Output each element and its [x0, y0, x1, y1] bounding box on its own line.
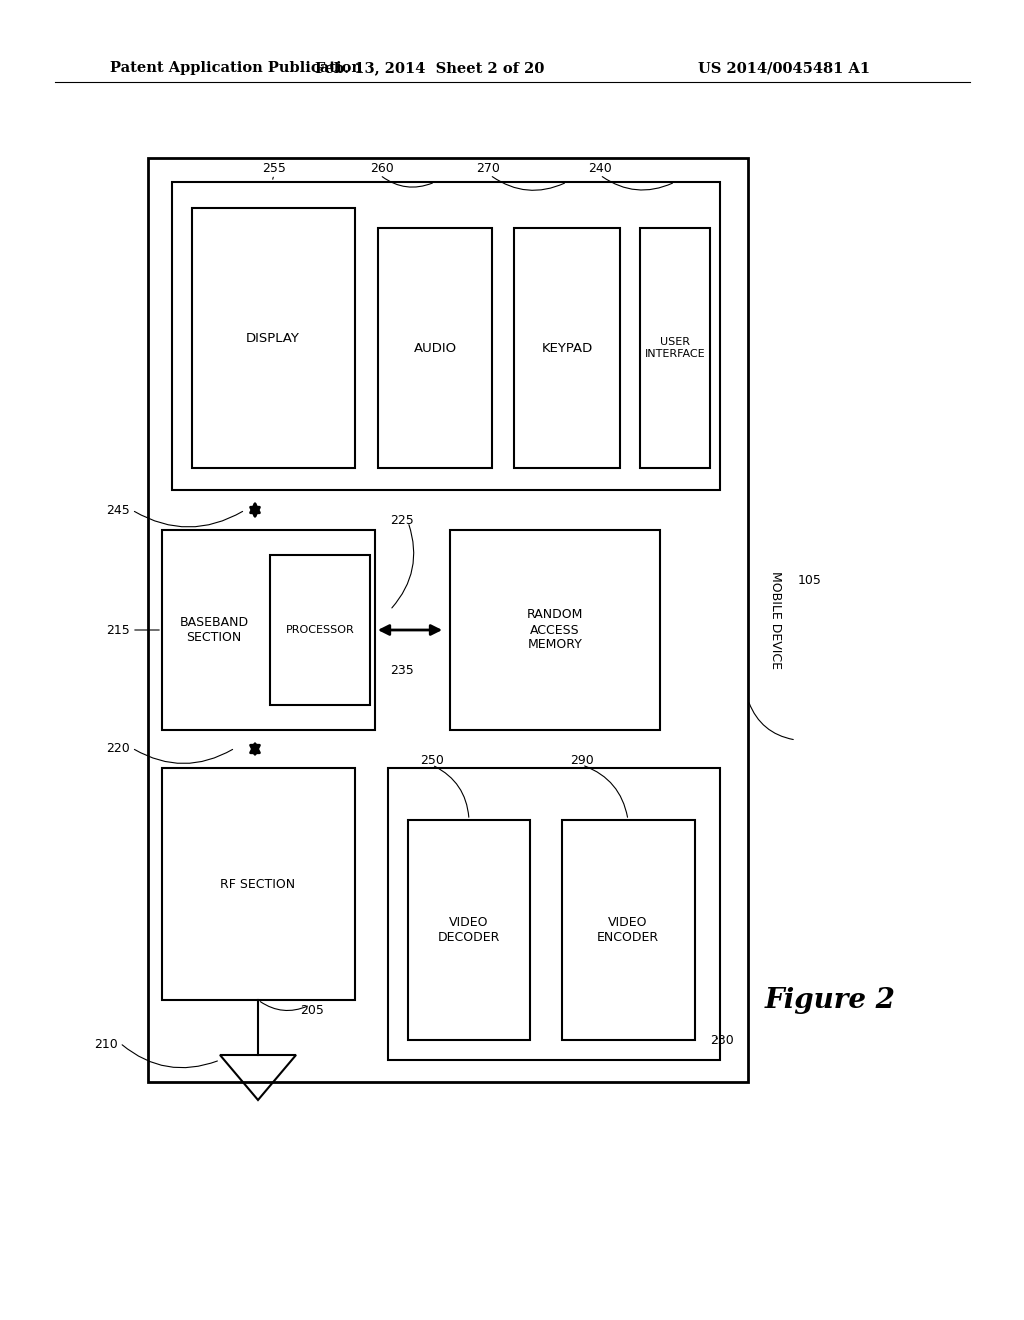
Bar: [378, 228, 492, 469]
Bar: [408, 820, 530, 1040]
Text: KEYPAD: KEYPAD: [542, 342, 593, 355]
Bar: [514, 228, 620, 469]
Bar: [388, 768, 720, 1060]
Text: 245: 245: [106, 503, 130, 516]
Text: 210: 210: [94, 1039, 118, 1052]
Bar: [193, 209, 355, 469]
Text: DISPLAY: DISPLAY: [246, 331, 300, 345]
Text: 220: 220: [106, 742, 130, 755]
Bar: [450, 531, 660, 730]
Bar: [270, 554, 370, 705]
Bar: [172, 182, 720, 490]
Text: 105: 105: [798, 573, 822, 586]
Text: 260: 260: [370, 161, 394, 174]
Text: MOBILE DEVICE: MOBILE DEVICE: [769, 572, 782, 669]
Text: US 2014/0045481 A1: US 2014/0045481 A1: [698, 61, 870, 75]
Text: RANDOM
ACCESS
MEMORY: RANDOM ACCESS MEMORY: [526, 609, 584, 652]
Bar: [148, 158, 748, 1082]
Text: RF SECTION: RF SECTION: [220, 878, 296, 891]
Text: 230: 230: [710, 1034, 734, 1047]
Text: VIDEO
DECODER: VIDEO DECODER: [438, 916, 500, 944]
Text: 290: 290: [570, 754, 594, 767]
Text: 235: 235: [390, 664, 414, 676]
Text: VIDEO
ENCODER: VIDEO ENCODER: [597, 916, 659, 944]
Bar: [162, 531, 375, 730]
Text: Feb. 13, 2014  Sheet 2 of 20: Feb. 13, 2014 Sheet 2 of 20: [315, 61, 545, 75]
Text: 225: 225: [390, 513, 414, 527]
Text: PROCESSOR: PROCESSOR: [286, 624, 354, 635]
Text: 255: 255: [262, 161, 286, 174]
Text: Patent Application Publication: Patent Application Publication: [110, 61, 362, 75]
Text: BASEBAND
SECTION: BASEBAND SECTION: [179, 616, 249, 644]
Text: 205: 205: [300, 1003, 324, 1016]
Bar: [640, 228, 710, 469]
Text: USER
INTERFACE: USER INTERFACE: [645, 337, 706, 359]
Bar: [162, 768, 355, 1001]
Text: 270: 270: [476, 161, 500, 174]
Text: Figure 2: Figure 2: [765, 986, 895, 1014]
Text: 240: 240: [588, 161, 611, 174]
Text: 215: 215: [106, 623, 130, 636]
Bar: [562, 820, 695, 1040]
Text: AUDIO: AUDIO: [414, 342, 457, 355]
Text: 250: 250: [420, 754, 443, 767]
